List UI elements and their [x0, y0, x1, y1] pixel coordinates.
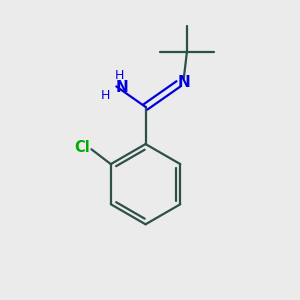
- Text: H: H: [115, 69, 124, 82]
- Text: N: N: [116, 80, 129, 94]
- Text: H: H: [101, 89, 111, 103]
- Text: Cl: Cl: [75, 140, 90, 155]
- Text: N: N: [177, 75, 190, 90]
